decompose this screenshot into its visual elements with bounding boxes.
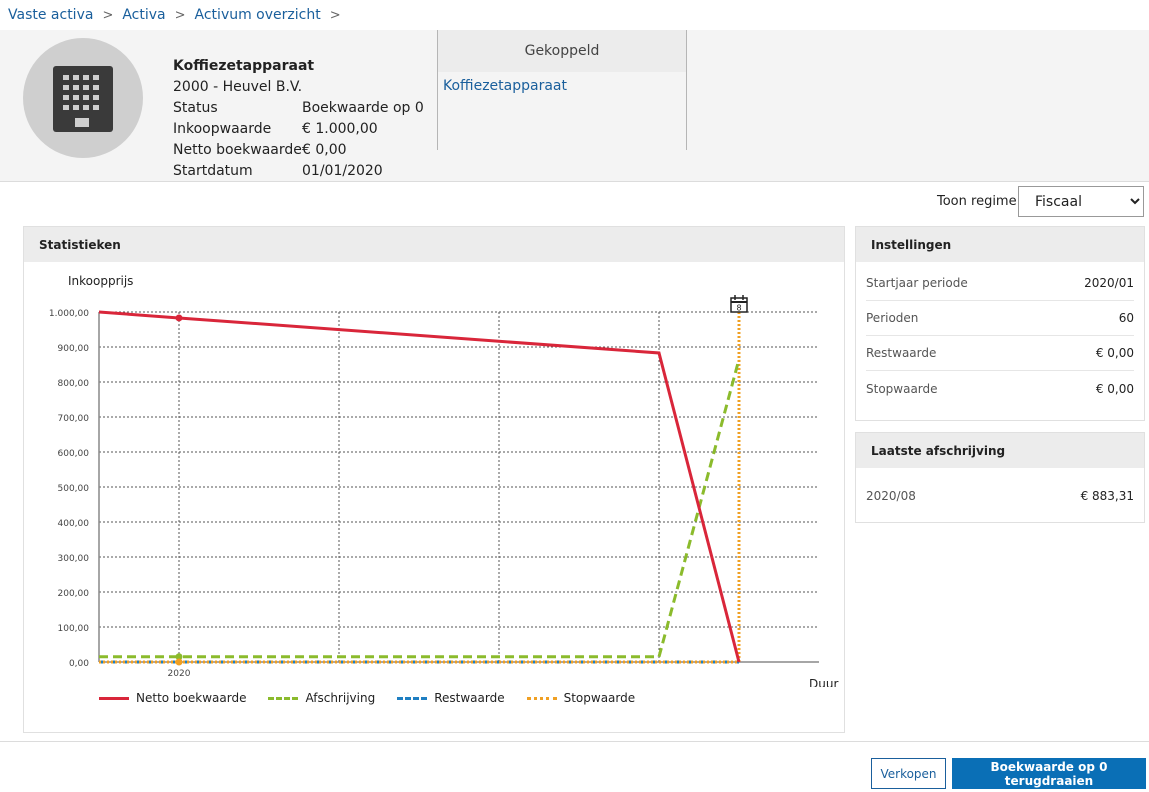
regime-selector: Toon regime Fiscaal — [937, 186, 1144, 217]
field-value: 01/01/2020 — [302, 163, 383, 179]
building-icon — [53, 66, 113, 132]
y-tick-label: 300,00 — [58, 554, 90, 564]
statistics-title: Statistieken — [24, 227, 844, 262]
asset-avatar — [23, 38, 143, 158]
chevron-right-icon: > — [329, 7, 341, 23]
legend-swatch — [99, 696, 129, 700]
y-tick-label: 500,00 — [58, 484, 90, 494]
regime-select[interactable]: Fiscaal — [1018, 186, 1144, 217]
settings-row-label: Startjaar periode — [866, 276, 968, 290]
statistics-panel: Statistieken Inkoopprijs 0,00 100,00 200,00… — [23, 226, 845, 733]
legend-label: Afschrijving — [305, 691, 376, 705]
settings-row: Stopwaarde € 0,00 — [866, 371, 1134, 406]
calendar-icon: 8 — [730, 295, 748, 313]
legend-item[interactable]: Stopwaarde — [526, 691, 636, 705]
field-label: Status — [173, 100, 218, 116]
legend-item[interactable]: Afschrijving — [268, 691, 375, 705]
breadcrumb: Vaste activa > Activa > Activum overzich… — [0, 0, 1149, 30]
linked-panel: Gekoppeld Koffiezetapparaat — [437, 30, 687, 150]
y-tick-label: 100,00 — [58, 624, 90, 634]
latest-depreciation-row: 2020/08 € 883,31 — [866, 478, 1134, 513]
settings-panel: Instellingen Startjaar periode 2020/01 Pe… — [855, 226, 1145, 421]
event-marker-label: 8 — [736, 304, 741, 313]
data-point — [175, 653, 183, 661]
y-tick-label: 700,00 — [58, 414, 90, 424]
field-label: Netto boekwaarde — [173, 142, 302, 158]
sell-button[interactable]: Verkopen — [871, 758, 946, 789]
settings-title: Instellingen — [856, 227, 1144, 262]
y-axis-label: Inkoopprijs — [68, 274, 133, 288]
field-label: Startdatum — [173, 163, 253, 179]
linked-header: Gekoppeld — [438, 30, 686, 72]
breadcrumb-vaste-activa[interactable]: Vaste activa — [8, 7, 94, 23]
latest-depreciation-title: Laatste afschrijving — [856, 433, 1144, 468]
field-label: Inkoopwaarde — [173, 121, 272, 137]
legend-label: Restwaarde — [434, 691, 505, 705]
chevron-right-icon: > — [102, 7, 114, 23]
asset-field-status: Status Boekwaarde op 0 — [173, 98, 424, 119]
legend-label: Netto boekwaarde — [136, 691, 247, 705]
field-value: € 1.000,00 — [302, 121, 378, 137]
asset-header: Koffiezetapparaat 2000 - Heuvel B.V. Sta… — [0, 30, 1149, 182]
legend-swatch — [268, 696, 299, 700]
settings-row: Startjaar periode 2020/01 — [866, 266, 1134, 301]
breadcrumb-activa[interactable]: Activa — [122, 7, 166, 23]
y-tick-label: 800,00 — [58, 379, 90, 389]
y-tick-label: 400,00 — [58, 519, 90, 529]
field-value: Boekwaarde op 0 — [302, 100, 424, 116]
footer-actions: Verkopen Boekwaarde op 0 terugdraaien — [0, 741, 1149, 792]
y-tick-label: 600,00 — [58, 449, 90, 459]
field-value: € 0,00 — [302, 142, 347, 158]
latest-row-value: € 883,31 — [1080, 488, 1134, 503]
chevron-right-icon: > — [174, 7, 186, 23]
settings-list: Startjaar periode 2020/01 Perioden 60 Rest… — [856, 262, 1144, 406]
settings-row: Restwaarde € 0,00 — [866, 336, 1134, 371]
data-point — [175, 314, 183, 322]
linked-asset-link[interactable]: Koffiezetapparaat — [443, 78, 567, 94]
asset-field-startdatum: Startdatum 01/01/2020 — [173, 161, 424, 182]
latest-depreciation-list: 2020/08 € 883,31 — [856, 468, 1144, 513]
legend-item[interactable]: Netto boekwaarde — [99, 691, 246, 705]
chart-legend: Netto boekwaarde Afschrijving Restwaarde St… — [99, 691, 657, 705]
series-line-afschrijving — [99, 358, 741, 659]
settings-row-value: 2020/01 — [1084, 276, 1134, 290]
settings-row-value: € 0,00 — [1095, 346, 1134, 360]
settings-row-label: Stopwaarde — [866, 381, 938, 396]
breadcrumb-activum-overzicht[interactable]: Activum overzicht — [194, 7, 321, 23]
latest-depreciation-panel: Laatste afschrijving 2020/08 € 883,31 — [855, 432, 1145, 523]
legend-item[interactable]: Restwaarde — [397, 691, 505, 705]
x-axis-label: Duur — [809, 677, 838, 687]
y-tick-label: 900,00 — [58, 344, 90, 354]
legend-swatch — [397, 696, 428, 700]
settings-row: Perioden 60 — [866, 301, 1134, 336]
x-tick-label: 2020 — [168, 669, 191, 679]
revert-book-value-button[interactable]: Boekwaarde op 0 terugdraaien — [952, 758, 1146, 789]
settings-row-value: € 0,00 — [1095, 381, 1134, 396]
latest-row-label: 2020/08 — [866, 488, 916, 503]
asset-info: Koffiezetapparaat 2000 - Heuvel B.V. Sta… — [173, 56, 424, 182]
legend-swatch — [526, 696, 557, 700]
data-point — [175, 658, 183, 666]
legend-label: Stopwaarde — [563, 691, 636, 705]
settings-row-label: Perioden — [866, 311, 919, 325]
asset-title: Koffiezetapparaat — [173, 58, 315, 74]
asset-field-inkoopwaarde: Inkoopwaarde € 1.000,00 — [173, 119, 424, 140]
y-tick-label: 0,00 — [69, 659, 89, 669]
y-tick-label: 1.000,00 — [49, 309, 89, 319]
asset-field-netto-boekwaarde: Netto boekwaarde € 0,00 — [173, 140, 424, 161]
regime-label: Toon regime — [937, 194, 1017, 209]
settings-row-label: Restwaarde — [866, 346, 937, 360]
settings-row-value: 60 — [1118, 311, 1134, 325]
statistics-chart: Inkoopprijs 0,00 100,00 200,00 300,00 400,00 5… — [49, 274, 839, 687]
asset-company: 2000 - Heuvel B.V. — [173, 79, 303, 95]
series-line-netto-boekwaarde — [98, 310, 741, 663]
y-tick-label: 200,00 — [58, 589, 90, 599]
